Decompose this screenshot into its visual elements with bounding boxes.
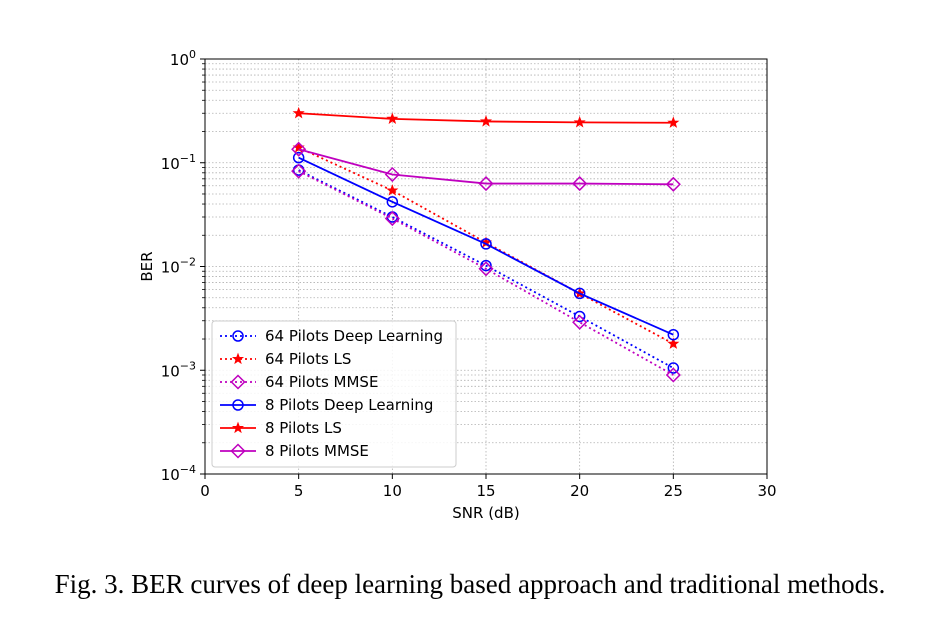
data-point-circle xyxy=(386,196,399,208)
y-tick-label: 100 xyxy=(170,48,196,69)
data-point-diamond xyxy=(384,210,400,227)
y-tick-base: 10 xyxy=(161,362,180,380)
data-point-diamond xyxy=(478,261,494,277)
data-point-diamond xyxy=(572,314,588,330)
y-tick-base: 10 xyxy=(161,155,180,173)
data-point-circle xyxy=(480,238,492,250)
legend-item: 8 Pilots MMSE xyxy=(220,442,369,460)
data-point-diamond xyxy=(665,367,681,383)
y-tick-exponent: 0 xyxy=(189,48,196,61)
x-tick-label: 15 xyxy=(476,482,495,500)
legend-label: 64 Pilots MMSE xyxy=(265,373,378,391)
legend-box xyxy=(211,320,457,468)
series-6 xyxy=(291,141,681,192)
series-3 xyxy=(291,163,681,383)
data-point-diamond xyxy=(291,163,307,179)
y-tick-base: 10 xyxy=(161,259,180,277)
legend-item: 64 Pilots MMSE xyxy=(220,373,378,391)
legend-item: 64 Pilots LS xyxy=(220,350,351,368)
data-point-circle xyxy=(573,287,586,300)
data-point-circle xyxy=(573,310,586,323)
x-tick-label: 10 xyxy=(383,482,402,500)
data-point-diamond xyxy=(572,176,588,192)
data-point-star xyxy=(667,337,680,349)
x-axis-title: SNR (dB) xyxy=(452,504,519,522)
legend-label: 8 Pilots MMSE xyxy=(265,442,369,460)
data-point-circle xyxy=(667,362,680,374)
series-5 xyxy=(292,106,680,128)
data-point-star xyxy=(479,115,493,127)
legend-label: 64 Pilots Deep Learning xyxy=(265,327,443,345)
x-tick-label: 20 xyxy=(570,482,589,500)
legend-label: 8 Pilots LS xyxy=(265,419,342,437)
y-tick-exponent: −4 xyxy=(180,463,196,476)
x-tick-label: 30 xyxy=(757,482,776,500)
y-tick-label: 10−3 xyxy=(161,359,196,380)
legend-label: 64 Pilots LS xyxy=(265,350,351,368)
y-axis-title: BER xyxy=(138,251,156,281)
series-line xyxy=(298,156,674,336)
legend-marker-diamond xyxy=(230,374,246,390)
x-tick-label: 0 xyxy=(200,482,210,500)
data-point-diamond xyxy=(291,141,307,157)
legend-item: 8 Pilots Deep Learning xyxy=(220,396,433,414)
data-point-diamond xyxy=(665,176,681,192)
data-point-circle xyxy=(292,151,305,164)
y-tick-base: 10 xyxy=(170,51,189,69)
data-point-star xyxy=(292,106,305,119)
data-point-circle xyxy=(667,328,680,341)
data-point-star xyxy=(667,116,680,128)
legend-item: 8 Pilots LS xyxy=(220,419,342,437)
legend-item: 64 Pilots Deep Learning xyxy=(220,327,443,345)
y-tick-base: 10 xyxy=(161,466,180,484)
x-tick-label: 25 xyxy=(664,482,683,500)
y-tick-exponent: −1 xyxy=(180,152,196,165)
data-point-star xyxy=(386,112,399,124)
y-tick-exponent: −2 xyxy=(180,256,196,269)
y-tick-label: 10−2 xyxy=(161,256,196,277)
series-4 xyxy=(292,151,680,341)
legend-marker-star xyxy=(231,421,245,434)
figure-caption: Fig. 3. BER curves of deep learning base… xyxy=(54,569,886,599)
data-point-star xyxy=(573,116,586,128)
legend-marker-circle xyxy=(232,399,244,411)
legend-marker-star xyxy=(231,352,245,365)
legend-marker-diamond xyxy=(230,443,246,459)
x-tick-label: 5 xyxy=(294,482,304,500)
data-point-diamond xyxy=(478,176,494,192)
series-line xyxy=(298,170,674,376)
legend-marker-circle xyxy=(232,330,244,342)
y-tick-label: 10−4 xyxy=(161,463,196,484)
legend-label: 8 Pilots Deep Learning xyxy=(265,396,433,414)
data-point-diamond xyxy=(384,166,400,183)
series-line xyxy=(298,148,674,186)
series-layer xyxy=(291,106,681,383)
series-line xyxy=(298,169,674,369)
y-tick-exponent: −3 xyxy=(180,359,196,372)
legend: 64 Pilots Deep Learning 64 Pilots LS 64 Pi… xyxy=(211,320,457,468)
y-tick-label: 10−1 xyxy=(161,152,196,173)
data-point-star xyxy=(386,184,399,196)
